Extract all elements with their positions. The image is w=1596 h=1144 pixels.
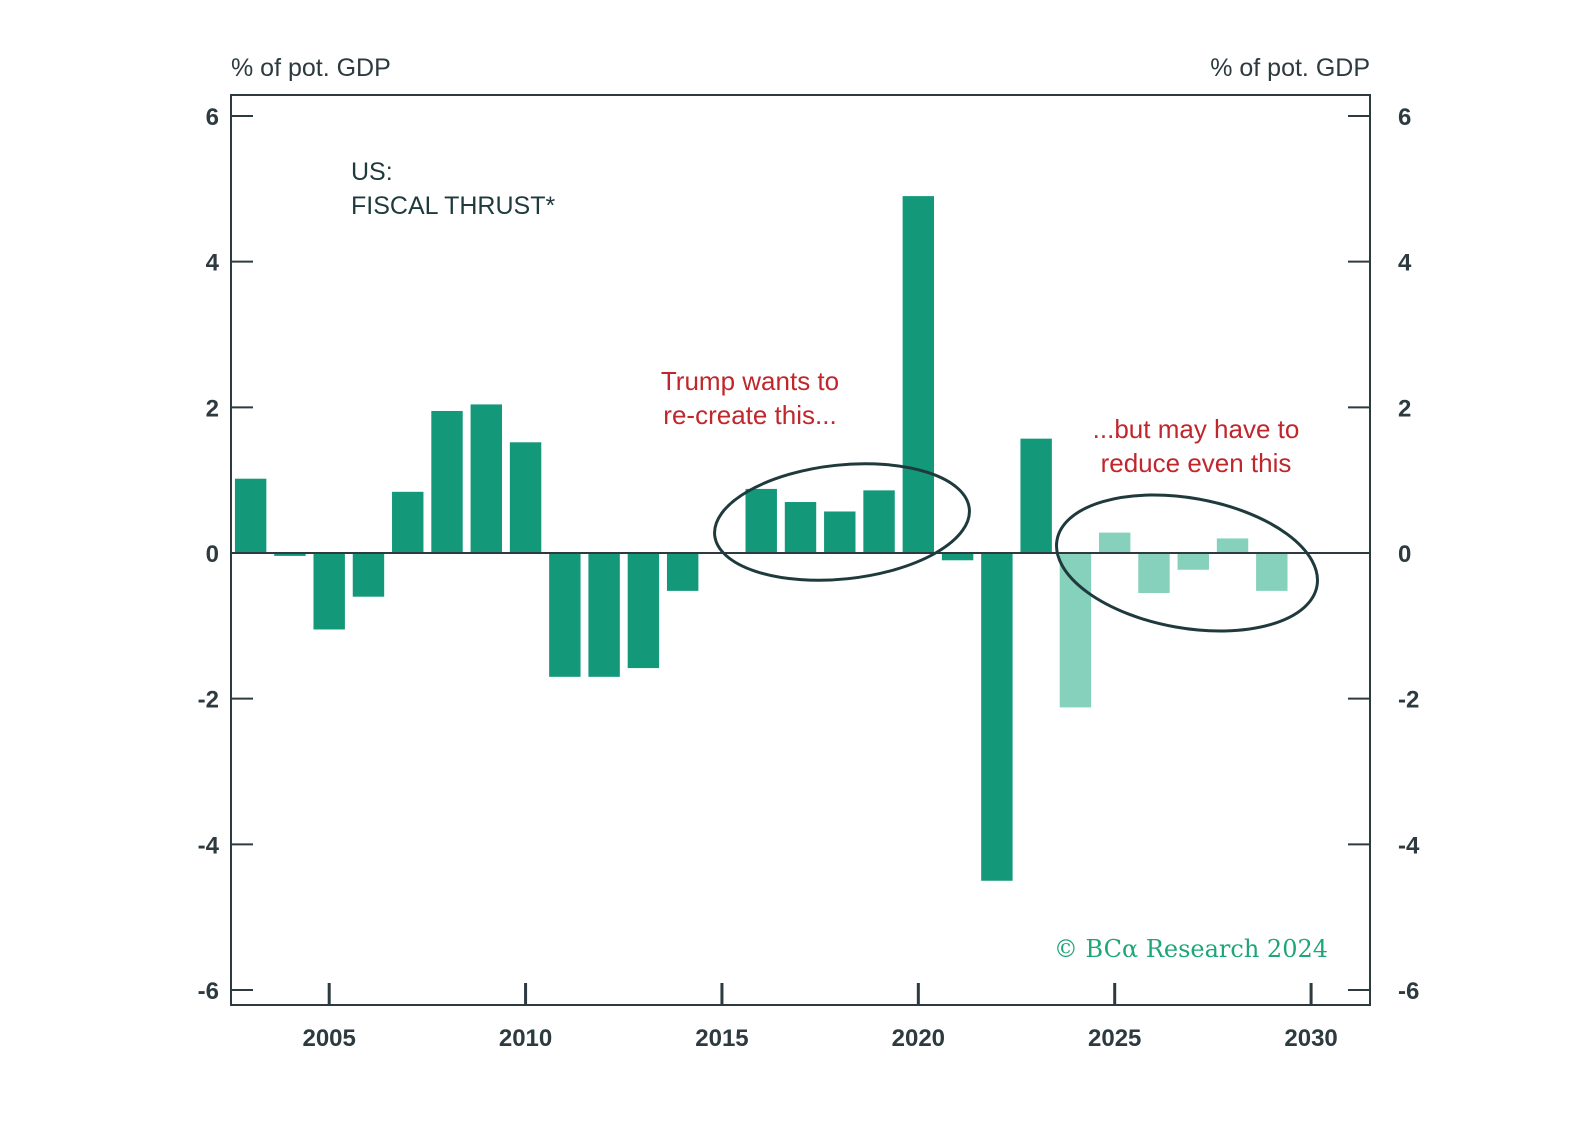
x-tick-label: 2005 (302, 1025, 355, 1052)
y-tick-left-label: 4 (206, 250, 220, 277)
bar-actual-2006 (352, 553, 385, 597)
bar-actual-2020 (902, 196, 935, 553)
y-tick-right-label: 0 (1398, 541, 1411, 568)
bar-actual-2019 (863, 490, 895, 553)
y-tick-left-label: 0 (206, 541, 219, 568)
x-tick-label: 2015 (695, 1025, 748, 1052)
y-tick-right-label: -4 (1398, 832, 1420, 859)
copyright-label: © BCα Research 2024 (1054, 935, 1328, 963)
bar-projection-2025 (1098, 532, 1131, 553)
bar-actual-2010 (509, 442, 542, 553)
bar-actual-2018 (824, 511, 856, 553)
bar-actual-2013 (627, 553, 660, 669)
bar-actual-2016 (745, 488, 777, 553)
bar-actual-2007 (392, 491, 424, 553)
x-tick-label: 2025 (1088, 1025, 1141, 1052)
y-tick-left-label: 6 (206, 104, 219, 131)
bar-actual-2008 (431, 410, 463, 553)
x-tick-label: 2030 (1284, 1025, 1337, 1052)
bar-projection-2027 (1177, 553, 1209, 570)
y-tick-right-label: 4 (1398, 250, 1412, 277)
annotation-trump-line-2: re-create this... (663, 400, 836, 430)
annotation-ellipse-2016-2019 (713, 462, 971, 582)
bar-actual-2021 (941, 553, 974, 561)
x-tick-label: 2020 (892, 1025, 945, 1052)
right-axis-unit-label: % of pot. GDP (1210, 54, 1370, 82)
y-tick-left-label: 2 (206, 395, 219, 422)
annotation-trump-line-1: Trump wants to (661, 366, 839, 396)
bar-actual-2023 (1020, 438, 1052, 553)
bar-actual-2014 (666, 553, 699, 591)
bar-actual-2022 (981, 553, 1013, 881)
y-tick-right-label: -6 (1398, 978, 1419, 1005)
chart-title: US: (351, 158, 393, 186)
y-tick-left-label: -4 (198, 832, 220, 859)
annotation-reduce-line-2: reduce even this (1101, 448, 1292, 478)
chart-subtitle: FISCAL THRUST* (351, 192, 555, 220)
y-tick-left-label: -6 (198, 978, 219, 1005)
annotation-reduce-line-1: ...but may have to (1093, 414, 1300, 444)
bar-actual-2003 (234, 478, 267, 553)
y-tick-right-label: 6 (1398, 104, 1411, 131)
left-axis-unit-label: % of pot. GDP (231, 54, 391, 82)
y-tick-left-label: -2 (198, 687, 219, 714)
bar-actual-2004 (274, 553, 306, 556)
plot-frame (230, 94, 1371, 1006)
annotation-ellipse-2025-2029 (1055, 493, 1319, 633)
bar-actual-2005 (313, 553, 345, 630)
bar-projection-2024 (1059, 553, 1092, 708)
bar-actual-2011 (549, 553, 581, 677)
bar-projection-2026 (1138, 553, 1170, 594)
y-tick-right-label: 2 (1398, 395, 1411, 422)
bar-actual-2012 (588, 553, 620, 677)
bar-actual-2017 (784, 502, 817, 553)
x-tick-label: 2010 (499, 1025, 552, 1052)
y-tick-right-label: -2 (1398, 687, 1419, 714)
bar-projection-2029 (1256, 553, 1288, 591)
bar-actual-2009 (470, 404, 503, 553)
bar-projection-2028 (1216, 538, 1249, 553)
